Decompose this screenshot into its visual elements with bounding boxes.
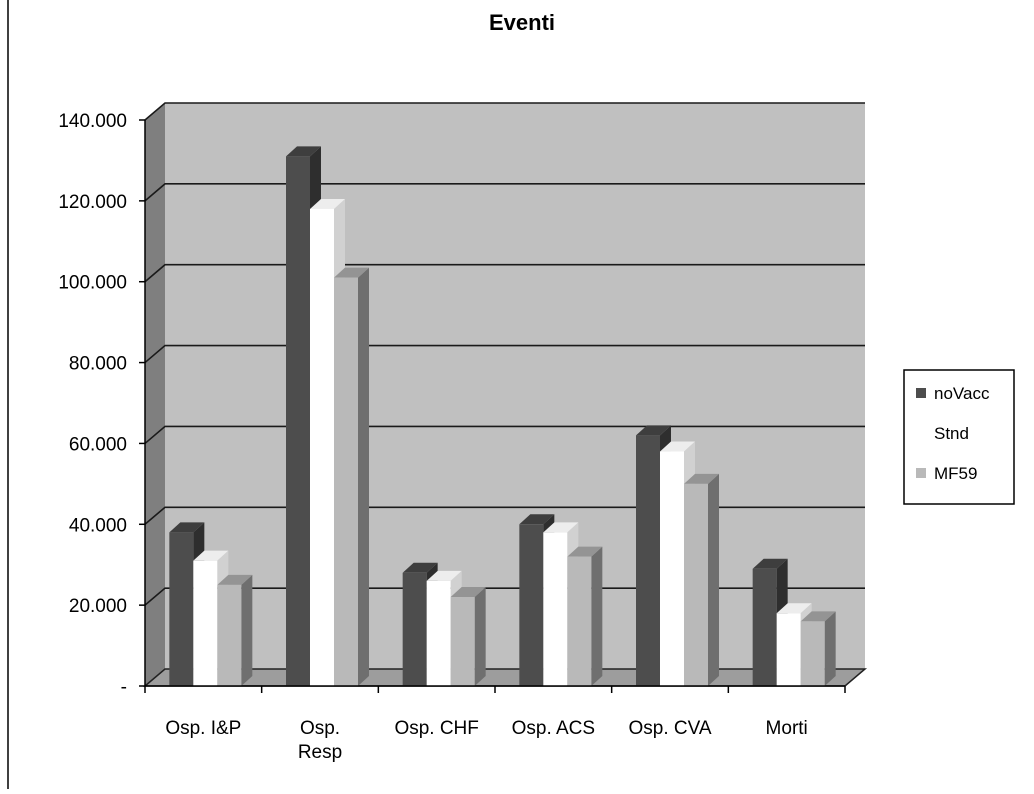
gridline [144,183,865,202]
bar-front [636,435,660,686]
legend-label: MF59 [934,464,977,483]
x-tick-label-line: Osp. CVA [628,718,711,739]
bar-side [824,611,836,686]
bar-top [334,267,369,278]
bar-top [776,603,812,614]
x-tick-label-line: Osp. [300,718,340,739]
bar [567,546,603,686]
bar-front [217,584,242,686]
bar [217,574,253,686]
x-tick-label-line: Osp. I&P [165,718,241,739]
bar-front [567,556,592,686]
bar [800,611,836,686]
bar-side [708,473,719,686]
x-tick-label: Morti [766,718,808,739]
y-tick-label: 100.000 [58,273,127,294]
bar-side [358,267,369,686]
bar [684,473,719,686]
gridline [144,102,865,121]
bar-side [474,587,486,686]
gridline [144,587,865,606]
bar-top [684,473,719,484]
bar-top [217,574,253,585]
bar-top [402,562,438,573]
plot-side-wall [145,103,165,686]
legend-label: noVacc [934,384,990,403]
bar-top [450,587,486,598]
gridline [144,506,865,525]
bar-top [800,611,836,622]
bar-top [543,522,579,533]
axes: - 20.000 40.000 60.000 80.000 100.000 120.000 1… [7,0,846,789]
y-tick-label: 60.000 [69,434,127,455]
bar-front [450,597,475,686]
bar-top [310,198,345,209]
bar-front [402,572,427,686]
bar-front [519,524,544,686]
bar-top [660,441,695,452]
bar [334,267,369,686]
x-tick-label: Osp. CVA [628,718,711,739]
bar-front [310,208,334,686]
bar-top [193,550,229,561]
bar-front [776,613,801,686]
legend: noVacc Stnd MF59 [903,369,1015,505]
x-tick-label: Osp. ACS [512,718,595,739]
bar-front [426,580,451,686]
x-tick-label-line: Osp. ACS [512,718,595,739]
bar-front [800,621,825,686]
bar-front [334,277,358,686]
legend-swatch [916,468,926,478]
y-tick-label: 20.000 [69,596,127,617]
legend-label: Stnd [934,424,969,443]
bar-top [169,522,205,533]
y-tick-label: 120.000 [58,192,127,213]
bar-top [519,514,555,525]
bar-top [636,425,671,436]
bar-top [752,558,788,569]
bar-front [543,532,568,686]
bar-top [286,146,321,157]
bar-front [752,568,777,686]
gridlines [144,102,865,606]
legend-swatch [916,428,926,438]
gridline [144,425,865,445]
y-tick-label: - [121,677,127,698]
bar [450,587,486,686]
chart-title: Eventi [489,10,555,35]
bar-side [241,574,253,686]
legend-swatch [916,388,926,398]
y-tick-label: 80.000 [69,354,127,375]
bar-top [567,546,603,557]
bar-front [193,560,218,686]
bar-side [591,546,603,686]
x-tick-label-line: Osp. CHF [394,718,478,739]
bar-front [169,532,194,686]
x-tick-label-line: Resp [298,742,342,763]
x-tick-label: Osp. I&P [165,718,241,739]
gridline [144,344,865,364]
y-tick-label: 40.000 [69,515,127,536]
x-tick-label: Osp. CHF [394,718,478,739]
bar-front [684,483,708,686]
bar-top [426,570,462,581]
bar-front [660,451,684,686]
x-tick-label: Osp. Resp [298,718,342,763]
gridline [144,263,865,283]
x-tick-label-line: Morti [766,718,808,739]
bar-front [286,156,310,686]
bars [169,146,836,686]
y-tick-label: 140.000 [58,111,127,132]
